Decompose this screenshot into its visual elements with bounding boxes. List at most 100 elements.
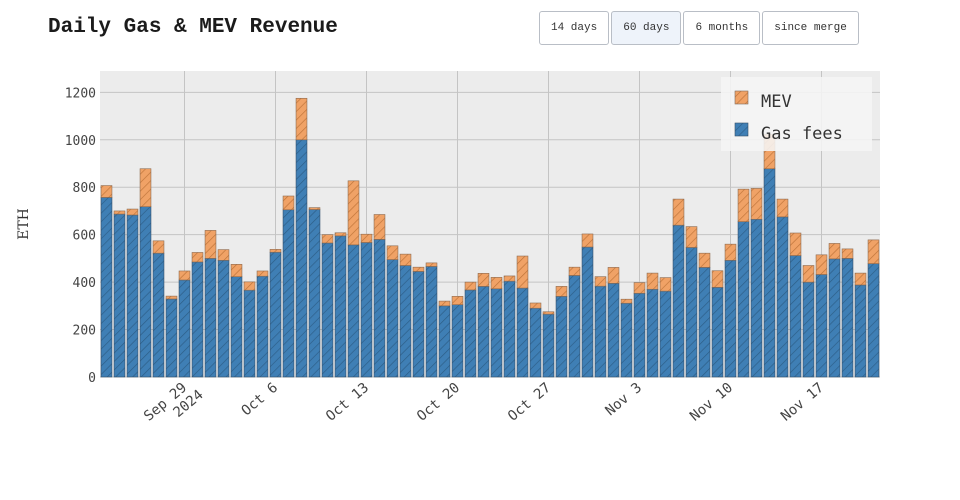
bar-mev[interactable] [347,180,360,246]
bar-mev[interactable] [152,240,165,254]
bar-mev[interactable] [425,262,438,267]
bar-gas-fees[interactable] [451,304,464,378]
bar-gas-fees[interactable] [230,276,243,378]
bar-mev[interactable] [360,233,373,243]
bar-mev[interactable] [464,281,477,291]
bar-gas-fees[interactable] [126,214,139,378]
bar-mev[interactable] [555,286,568,297]
bar-mev[interactable] [815,254,828,275]
bar-gas-fees[interactable] [386,259,399,378]
bar-gas-fees[interactable] [191,261,204,378]
legend-label-gas-fees[interactable]: Gas fees [761,124,843,144]
bar-gas-fees[interactable] [620,302,633,378]
bar-mev[interactable] [295,97,308,141]
bar-gas-fees[interactable] [581,246,594,378]
bar-mev[interactable] [568,266,581,276]
bar-gas-fees[interactable] [360,242,373,378]
bar-mev[interactable] [191,252,204,263]
bar-mev[interactable] [516,255,529,289]
bar-gas-fees[interactable] [659,290,672,378]
bar-gas-fees[interactable] [711,287,724,378]
bar-gas-fees[interactable] [776,216,789,378]
bar-gas-fees[interactable] [646,288,659,378]
bar-mev[interactable] [776,198,789,218]
bar-mev[interactable] [854,272,867,286]
bar-mev[interactable] [659,277,672,292]
bar-gas-fees[interactable] [685,247,698,378]
bar-mev[interactable] [685,226,698,248]
bar-mev[interactable] [178,270,191,281]
bar-mev[interactable] [737,188,750,222]
bar-gas-fees[interactable] [282,209,295,378]
bar-mev[interactable] [373,214,386,240]
bar-gas-fees[interactable] [633,292,646,378]
bar-mev[interactable] [126,208,139,216]
bar-gas-fees[interactable] [854,284,867,378]
bar-mev[interactable] [204,230,217,259]
bar-gas-fees[interactable] [425,266,438,378]
bar-gas-fees[interactable] [867,263,880,378]
bar-mev[interactable] [490,277,503,290]
legend-swatch-gas-fees[interactable] [734,122,749,137]
bar-mev[interactable] [594,276,607,287]
bar-gas-fees[interactable] [321,242,334,378]
bar-mev[interactable] [438,300,451,307]
range-button-60-days[interactable]: 60 days [611,11,682,45]
bar-gas-fees[interactable] [373,239,386,378]
bar-gas-fees[interactable] [841,258,854,378]
bar-gas-fees[interactable] [516,287,529,378]
bar-gas-fees[interactable] [347,244,360,378]
bar-gas-fees[interactable] [503,280,516,378]
bar-mev[interactable] [633,282,646,294]
bar-mev[interactable] [698,252,711,268]
bar-mev[interactable] [802,265,815,283]
bar-gas-fees[interactable] [542,313,555,378]
bar-gas-fees[interactable] [399,265,412,378]
bar-mev[interactable] [620,298,633,304]
bar-gas-fees[interactable] [269,251,282,378]
bar-mev[interactable] [672,198,685,226]
bar-gas-fees[interactable] [750,218,763,378]
bar-mev[interactable] [308,207,321,210]
bar-gas-fees[interactable] [308,209,321,378]
bar-mev[interactable] [789,232,802,256]
bar-gas-fees[interactable] [789,255,802,378]
bar-gas-fees[interactable] [477,286,490,378]
bar-gas-fees[interactable] [555,296,568,378]
bar-mev[interactable] [165,295,178,300]
bar-mev[interactable] [243,281,256,291]
bar-mev[interactable] [828,243,841,260]
bar-mev[interactable] [100,185,113,198]
bar-gas-fees[interactable] [802,281,815,378]
bar-mev[interactable] [724,243,737,261]
bar-mev[interactable] [529,302,542,309]
bar-mev[interactable] [230,264,243,277]
bar-gas-fees[interactable] [828,258,841,378]
bar-gas-fees[interactable] [763,168,776,378]
bar-mev[interactable] [334,232,347,237]
bar-gas-fees[interactable] [490,288,503,378]
bar-mev[interactable] [841,248,854,259]
bar-mev[interactable] [386,245,399,260]
bar-mev[interactable] [503,275,516,282]
bar-gas-fees[interactable] [165,298,178,378]
range-button-14-days[interactable]: 14 days [539,11,610,45]
range-button-6-months[interactable]: 6 months [683,11,761,45]
legend-label-mev[interactable]: MEV [761,92,792,112]
bar-mev[interactable] [477,273,490,287]
bar-mev[interactable] [867,239,880,264]
bar-mev[interactable] [451,296,464,305]
bar-mev[interactable] [139,168,152,207]
bar-gas-fees[interactable] [152,252,165,378]
bar-gas-fees[interactable] [100,197,113,378]
bar-mev[interactable] [646,272,659,290]
bar-gas-fees[interactable] [607,283,620,378]
bar-gas-fees[interactable] [295,139,308,378]
bar-gas-fees[interactable] [464,289,477,378]
bar-gas-fees[interactable] [217,259,230,378]
bar-gas-fees[interactable] [568,275,581,378]
bar-gas-fees[interactable] [698,267,711,378]
bar-mev[interactable] [269,249,282,253]
bar-mev[interactable] [412,266,425,272]
bar-mev[interactable] [399,253,412,266]
